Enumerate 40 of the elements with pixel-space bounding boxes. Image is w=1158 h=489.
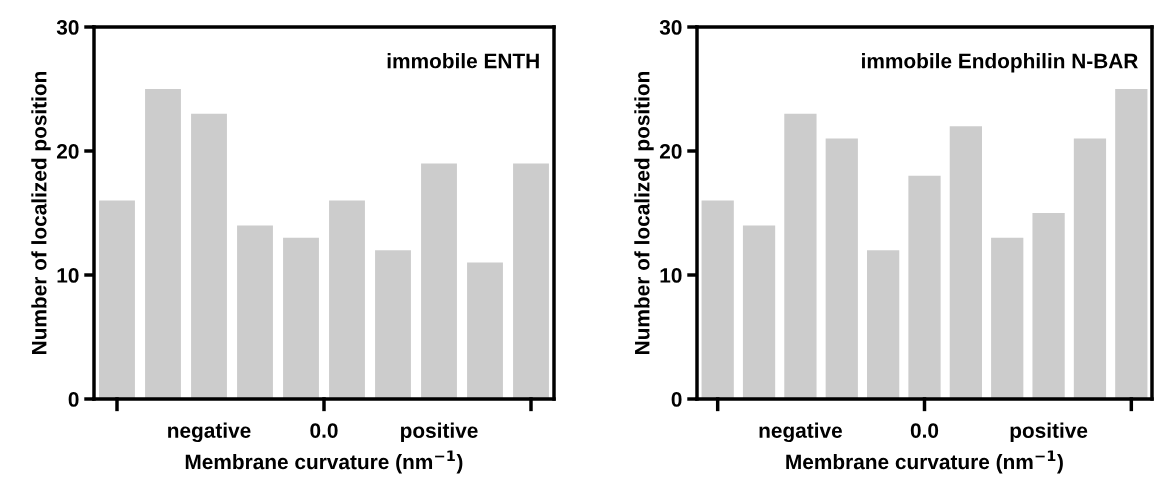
x-tick-label: negative — [168, 422, 251, 443]
y-tick-label: 0 — [671, 392, 682, 407]
x-tick-label: negative — [759, 422, 842, 443]
x-axis-title: Membrane curvature (nm$^{−1}$) — [185, 450, 463, 474]
y-tick-label: 20 — [659, 144, 682, 159]
bar — [513, 163, 549, 399]
y-tick-label: 0 — [68, 392, 79, 407]
bar — [237, 225, 273, 399]
bar — [191, 113, 227, 399]
x-tick-label: positive — [1010, 422, 1088, 443]
bar — [1073, 138, 1107, 399]
bar — [1032, 213, 1065, 399]
y-tick-label: 20 — [56, 144, 79, 159]
annotation: immobile ENTH — [387, 53, 539, 69]
bar — [1115, 89, 1148, 399]
bar — [908, 175, 941, 399]
y-axis-title: Number of localized position — [31, 71, 51, 354]
bar — [742, 225, 776, 399]
bar — [991, 237, 1024, 399]
bar — [329, 200, 365, 399]
y-tick-label: 10 — [660, 268, 682, 283]
x-tick-label: 0.0 — [910, 423, 939, 438]
y-tick-label: 10 — [57, 268, 79, 283]
bar — [867, 250, 900, 399]
bar — [949, 126, 982, 399]
bar — [784, 113, 817, 399]
bar — [701, 200, 734, 399]
bar — [283, 237, 319, 399]
annotation: immobile Endophilin N-BAR — [862, 53, 1138, 73]
bar — [375, 250, 411, 399]
bar — [145, 89, 181, 399]
bar — [99, 200, 135, 399]
x-axis-title: Membrane curvature (nm$^{−1}$) — [786, 450, 1063, 474]
y-axis-title: Number of localized position — [634, 71, 654, 354]
y-tick-label: 30 — [56, 20, 79, 35]
y-tick-label: 30 — [659, 20, 682, 35]
bar — [825, 138, 858, 399]
bar — [467, 262, 503, 399]
bar — [421, 163, 457, 399]
x-tick-label: positive — [401, 422, 478, 443]
